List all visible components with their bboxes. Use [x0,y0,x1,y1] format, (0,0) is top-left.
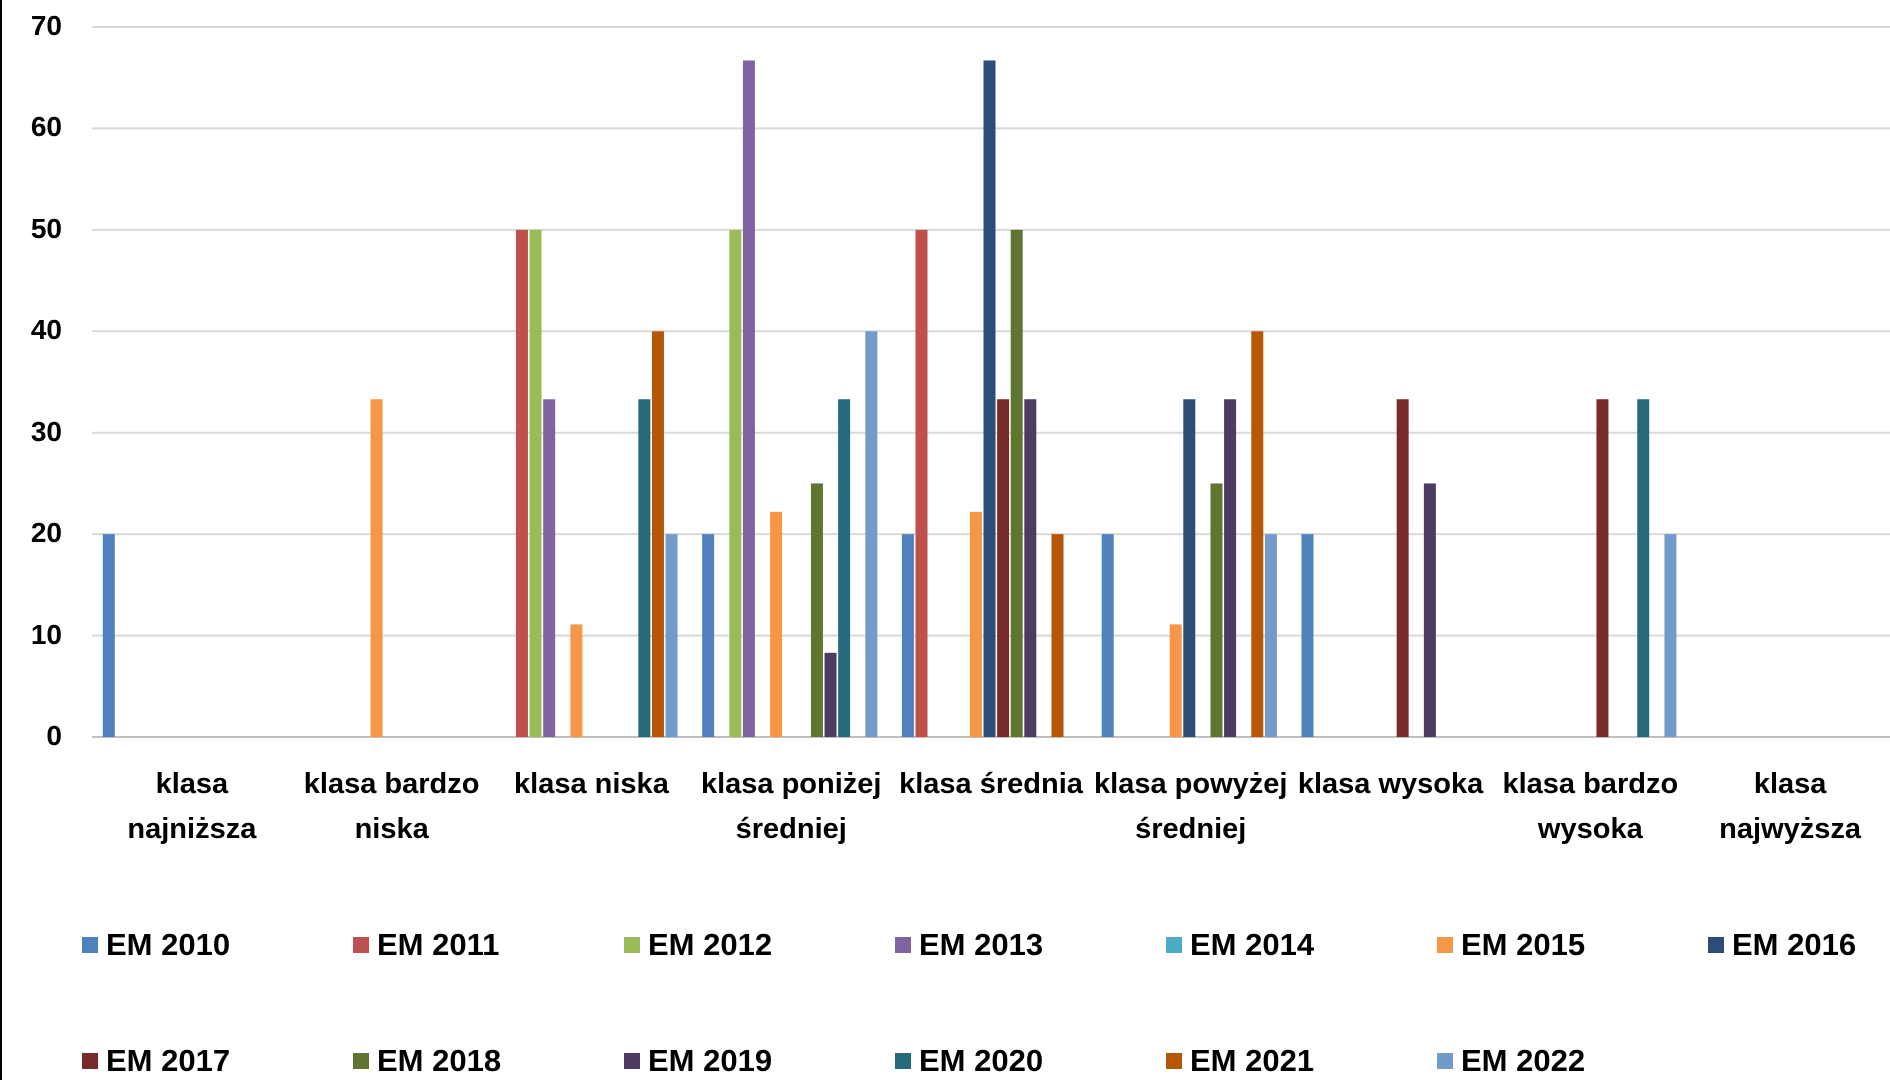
legend-swatch [895,1053,911,1069]
bar [997,399,1009,737]
bar [1397,399,1409,737]
chart: 010203040506070klasa najniższaklasa bard… [0,0,1890,1080]
bar [1183,399,1195,737]
legend-label: EM 2019 [648,1043,772,1079]
legend-item: EM 2013 [895,927,1043,963]
legend-item: EM 2015 [1437,927,1585,963]
bar [743,60,755,737]
bar [1424,483,1436,737]
y-tick-label: 30 [2,416,62,448]
legend-label: EM 2022 [1461,1043,1585,1079]
legend-item: EM 2010 [82,927,230,963]
bar [770,512,782,737]
bar [1265,534,1277,737]
bar [516,230,528,737]
bar [1170,624,1182,737]
x-tick-label: klasa bardzo wysoka [1490,762,1690,852]
bar [1052,534,1064,737]
bar [530,230,542,737]
plot-area [2,0,1890,1080]
bar [1011,230,1023,737]
bar [702,534,714,737]
bar [865,331,877,737]
x-tick-label: klasa powyżej średniej [1091,762,1291,852]
legend-item: EM 2021 [1166,1043,1314,1079]
x-tick-label: klasa najwyższa [1690,762,1890,852]
x-tick-label: klasa poniżej średniej [691,762,891,852]
bar [666,534,678,737]
bar [1024,399,1036,737]
bar [371,399,383,737]
x-tick-label: klasa średnia [891,762,1091,807]
legend-label: EM 2012 [648,927,772,963]
legend-swatch [624,1053,640,1069]
legend-label: EM 2014 [1190,927,1314,963]
bar [1637,399,1649,737]
bar [984,60,996,737]
legend-label: EM 2017 [106,1043,230,1079]
bar [916,230,928,737]
y-tick-label: 70 [2,10,62,42]
bar [1664,534,1676,737]
y-tick-label: 50 [2,213,62,245]
legend-item: EM 2018 [353,1043,501,1079]
y-tick-label: 0 [2,720,62,752]
x-tick-label: klasa bardzo niska [292,762,492,852]
legend-swatch [353,1053,369,1069]
legend-item: EM 2014 [1166,927,1314,963]
bar [970,512,982,737]
bar [570,624,582,737]
legend-swatch [624,937,640,953]
legend-label: EM 2015 [1461,927,1585,963]
bar [103,534,115,737]
bar [838,399,850,737]
legend-swatch [1437,937,1453,953]
legend-swatch [1437,1053,1453,1069]
legend-label: EM 2021 [1190,1043,1314,1079]
bar [1102,534,1114,737]
legend-swatch [895,937,911,953]
y-tick-label: 10 [2,619,62,651]
x-tick-label: klasa wysoka [1291,762,1491,807]
y-tick-label: 20 [2,517,62,549]
bar [1596,399,1608,737]
bar [1301,534,1313,737]
legend-swatch [1708,937,1724,953]
y-tick-label: 40 [2,314,62,346]
bar [543,399,555,737]
legend-label: EM 2018 [377,1043,501,1079]
legend-item: EM 2019 [624,1043,772,1079]
bar [1251,331,1263,737]
x-tick-label: klasa niska [492,762,692,807]
bar [729,230,741,737]
legend-label: EM 2013 [919,927,1043,963]
legend-swatch [82,1053,98,1069]
legend-item: EM 2011 [353,927,499,963]
legend-swatch [1166,937,1182,953]
bar [902,534,914,737]
legend-label: EM 2020 [919,1043,1043,1079]
legend-label: EM 2016 [1732,927,1856,963]
bar [638,399,650,737]
legend-item: EM 2020 [895,1043,1043,1079]
legend-swatch [82,937,98,953]
x-tick-label: klasa najniższa [92,762,292,852]
legend-item: EM 2017 [82,1043,230,1079]
bar [811,483,823,737]
bar [652,331,664,737]
legend-swatch [1166,1053,1182,1069]
legend-swatch [353,937,369,953]
bar [1224,399,1236,737]
legend-label: EM 2010 [106,927,230,963]
legend-item: EM 2022 [1437,1043,1585,1079]
y-tick-label: 60 [2,111,62,143]
legend-label: EM 2011 [377,927,499,963]
bar [1210,483,1222,737]
legend-item: EM 2016 [1708,927,1856,963]
legend-item: EM 2012 [624,927,772,963]
bar [825,653,837,737]
